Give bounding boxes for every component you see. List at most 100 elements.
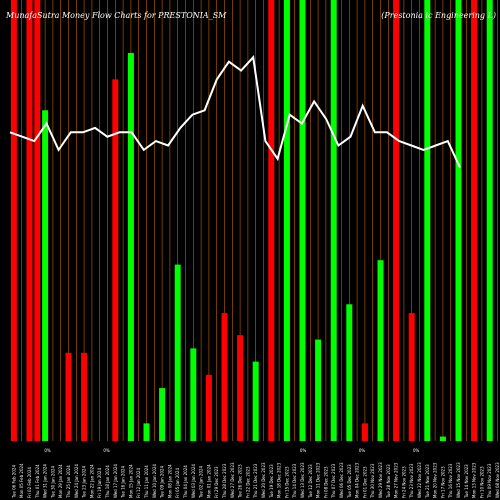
x-tick-label: Tue 30 Jan 2024 (50, 465, 55, 499)
x-tick-label: Mon 20 Nov 2023 (433, 462, 438, 498)
inflow-bar (346, 304, 353, 441)
x-tick-label: Tue 14 Nov 2023 (464, 464, 469, 499)
x-tick-label: Wed 20 Dec 2023 (261, 462, 266, 498)
outflow-bar (205, 374, 212, 441)
percent-label: 0% (359, 448, 366, 453)
x-tick-label: Thu 18 Jan 2024 (105, 465, 110, 499)
x-tick-label: Wed 31 Jan 2024 (43, 464, 48, 498)
x-tick-label: Mon 13 Nov 2023 (472, 462, 477, 498)
x-tick-label: Tue 28 Nov 2023 (386, 464, 391, 499)
x-tick-label: Wed 08 Nov 2023 (495, 462, 500, 498)
percent-labels: 0% 0% 0% 0% 0% (44, 448, 419, 453)
x-tick-label: Tue 02 Jan 2024 (199, 465, 204, 499)
inflow-bar (159, 388, 166, 441)
x-tick-label: Mon 22 Jan 2024 (89, 464, 94, 498)
inflow-bar (252, 361, 259, 441)
x-tick-label: Tue 23 Jan 2024 (82, 465, 87, 499)
inflow-bar (127, 52, 134, 442)
x-tick-label: Mon 11 Dec 2023 (316, 462, 321, 498)
x-tick-label: Tue 21 Nov 2023 (425, 464, 430, 499)
inflow-bar (315, 339, 322, 441)
x-tick-label: Fri 29 Dec 2023 (214, 466, 219, 498)
x-tick-label: Thu 21 Dec 2023 (253, 463, 258, 499)
x-tick-label: Wed 29 Nov 2023 (378, 462, 383, 498)
x-tick-label: Fri 10 Nov 2023 (479, 466, 484, 498)
x-tick-label: Thu 23 Nov 2023 (409, 463, 414, 499)
percent-label: 0% (103, 448, 110, 453)
x-tick-label: Tue 16 Jan 2024 (121, 465, 126, 499)
chart-title: MunafaSutra Money Flow Charts for PRESTO… (5, 11, 227, 20)
x-tick-label: Thu 28 Dec 2023 (222, 463, 227, 499)
x-tick-label: Thu 16 Nov 2023 (448, 463, 453, 499)
x-tick-label: Mon 01 Jan 2024 (206, 464, 211, 498)
outflow-bar (361, 423, 368, 441)
x-tick-label: Wed 24 Jan 2024 (74, 464, 79, 498)
x-tick-label: Thu 04 Jan 2024 (183, 465, 188, 499)
percent-label: 0% (300, 448, 307, 453)
x-tick-label: Tue 05 Dec 2023 (347, 464, 352, 499)
x-tick-label: Wed 03 Jan 2024 (191, 464, 196, 498)
outflow-bar (10, 0, 17, 441)
inflow-bar (190, 348, 197, 441)
inflow-bar (424, 0, 431, 441)
inflow-bar (439, 436, 446, 441)
percent-label: 0% (44, 448, 51, 453)
outflow-bar (26, 0, 33, 441)
outflow-bar (81, 352, 88, 441)
x-tick-label: Wed 06 Dec 2023 (339, 462, 344, 498)
x-tick-label: Mon 08 Jan 2024 (167, 464, 172, 498)
outflow-bar (34, 0, 41, 441)
x-tick-label: Thu 30 Nov 2023 (370, 463, 375, 499)
x-tick-label: Wed 13 Dec 2023 (300, 462, 305, 498)
x-tick-label: Thu 09 Nov 2023 (487, 463, 492, 499)
x-tick-label: Tue 19 Dec 2023 (269, 464, 274, 499)
x-tick-label: Mon 05 Feb 2024 (19, 463, 24, 498)
inflow-bar (174, 264, 181, 441)
inflow-bar (377, 260, 384, 441)
outflow-bar (268, 0, 275, 441)
x-tick-label: Tue 09 Jan 2024 (160, 465, 165, 499)
x-tick-label: Fri 24 Nov 2023 (401, 466, 406, 498)
x-tick-label: Mon 29 Jan 2024 (58, 464, 63, 498)
x-tick-label: Thu 01 Feb 2024 (35, 464, 40, 499)
x-tick-label: Mon 18 Dec 2023 (277, 462, 282, 498)
x-tick-label: Thu 14 Dec 2023 (292, 463, 297, 499)
x-tick-label: Fri 19 Jan 2024 (97, 468, 102, 498)
money-flow-line (9, 55, 461, 169)
outflow-bar (237, 335, 244, 441)
x-tick-label: Fri 05 Jan 2024 (175, 468, 180, 498)
x-tick-label: Tue 12 Dec 2023 (308, 464, 313, 499)
outflow-bar (471, 0, 478, 441)
x-tick-label: Fri 12 Jan 2024 (136, 468, 141, 498)
x-tick-label: Fri 08 Dec 2023 (323, 466, 328, 498)
inflow-bar (486, 0, 493, 441)
chart-subtitle: (Prestonia ic Engineering L) (381, 11, 496, 20)
x-axis-labels: Tue 06 Feb 2024 Mon 05 Feb 2024 Fri 02 Feb… (11, 462, 500, 499)
x-tick-label: Tue 26 Dec 2023 (238, 464, 243, 499)
percent-label: 0% (413, 448, 420, 453)
x-tick-label: Thu 25 Jan 2024 (66, 465, 71, 499)
outflow-bar (65, 352, 72, 441)
inflow-bar (455, 0, 462, 441)
x-tick-label: Thu 07 Dec 2023 (331, 463, 336, 499)
inflow-bar (330, 0, 337, 441)
x-tick-label: Wed 22 Nov 2023 (417, 462, 422, 498)
x-tick-label: Tue 06 Feb 2024 (11, 465, 16, 499)
x-tick-label: Mon 27 Nov 2023 (394, 462, 399, 498)
x-tick-label: Fri 17 Nov 2023 (440, 466, 445, 498)
inflow-bar (283, 0, 290, 441)
x-tick-label: Thu 11 Jan 2024 (144, 465, 149, 499)
inflow-bar (42, 110, 49, 441)
inflow-bar (143, 423, 150, 441)
x-tick-label: Fri 01 Dec 2023 (362, 466, 367, 498)
x-tick-label: Fri 02 Feb 2024 (27, 467, 32, 498)
outflow-bar (112, 79, 119, 441)
x-tick-label: Mon 15 Jan 2024 (128, 464, 133, 498)
outflow-bar (408, 313, 415, 441)
x-tick-label: Wed 15 Nov 2023 (456, 462, 461, 498)
x-tick-label: Fri 15 Dec 2023 (284, 466, 289, 498)
x-tick-label: Wed 10 Jan 2024 (152, 464, 157, 498)
x-tick-label: Wed 27 Dec 2023 (230, 462, 235, 498)
outflow-bar (393, 0, 400, 441)
